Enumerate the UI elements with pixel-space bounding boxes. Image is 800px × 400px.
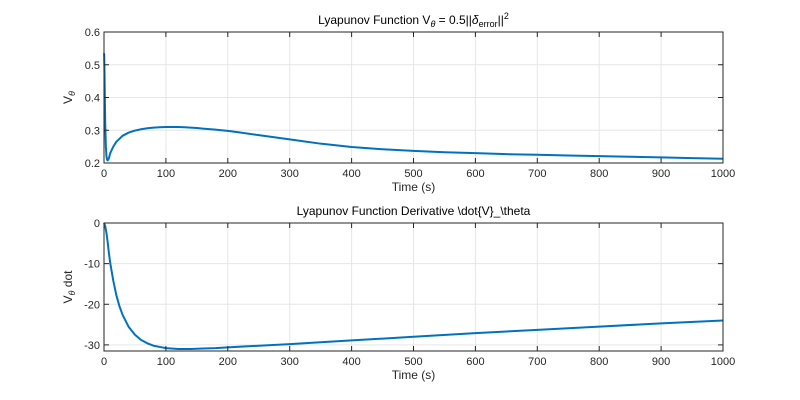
x-axis-label: Time (s): [392, 368, 436, 382]
chart-2: 0 100 200 300 400 500 600 700 800 900 1000 -30 -20 -1…: [61, 204, 735, 382]
y-axis-label: Vθ: [61, 91, 77, 104]
y-tick-label: 0.4: [85, 93, 100, 105]
title-equation: = 0.5||: [435, 13, 472, 27]
title-main: Lyapunov Function Derivative \dot{V}_\th…: [297, 204, 531, 218]
x-tick-label: 0: [101, 356, 107, 368]
title-main: Lyapunov Function V: [318, 13, 430, 27]
x-tick-label: 700: [528, 168, 546, 180]
x-tick-label: 600: [466, 168, 484, 180]
x-tick-label: 400: [342, 356, 360, 368]
series-line-1: [103, 222, 724, 350]
title-superscript: 2: [504, 11, 509, 21]
x-tick-label: 300: [281, 356, 299, 368]
y-axis-label-main: V: [61, 96, 75, 104]
y-axis-label-subscript: θ: [67, 290, 77, 295]
y-tick-label: 0.6: [85, 27, 100, 39]
x-tick-label: 100: [157, 168, 175, 180]
x-tick-label: 500: [404, 356, 422, 368]
x-tick-label: 800: [590, 356, 608, 368]
chart-title: Lyapunov Function Vθ = 0.5||δerror||2: [318, 11, 509, 29]
x-tick-label: 800: [590, 168, 608, 180]
x-tick-label: 300: [281, 168, 299, 180]
x-axis-label: Time (s): [392, 180, 436, 194]
y-tick-label: 0.5: [85, 60, 100, 72]
x-tick-label: 1000: [711, 168, 735, 180]
x-tick-label: 500: [404, 168, 422, 180]
y-axis-label-main: V: [61, 295, 75, 303]
x-tick-label: 200: [219, 356, 237, 368]
series-line-1: [103, 53, 724, 162]
title-subscript: θ: [430, 19, 435, 29]
x-tick-label: 600: [466, 356, 484, 368]
y-axis-label: Vθ dot: [61, 270, 77, 304]
y-axis-label-suffix: dot: [61, 270, 75, 291]
title-norm-bars: ||: [498, 13, 504, 27]
x-tick-label: 700: [528, 356, 546, 368]
y-tick-label: -30: [84, 340, 100, 352]
x-tick-label: 900: [652, 356, 670, 368]
title-delta-symbol: δ: [472, 13, 479, 27]
x-tick-label: 1000: [711, 356, 735, 368]
y-tick-label: 0.3: [85, 125, 100, 137]
x-tick-label: 100: [157, 356, 175, 368]
x-tick-label: 0: [101, 168, 107, 180]
y-tick-label: 0.2: [85, 158, 100, 170]
x-tick-label: 200: [219, 168, 237, 180]
x-tick-label: 400: [342, 168, 360, 180]
title-error-subscript: error: [479, 19, 498, 29]
x-tick-label: 900: [652, 168, 670, 180]
y-tick-label: -10: [84, 259, 100, 271]
y-tick-label: -20: [84, 299, 100, 311]
chart-1: 0 100 200 300 400 500 600 700 800 900 1000 0.2 0.3 0.…: [61, 11, 735, 194]
y-tick-label: 0: [94, 218, 100, 230]
y-axis-label-subscript: θ: [67, 91, 77, 96]
chart-title: Lyapunov Function Derivative \dot{V}_\th…: [297, 204, 531, 218]
